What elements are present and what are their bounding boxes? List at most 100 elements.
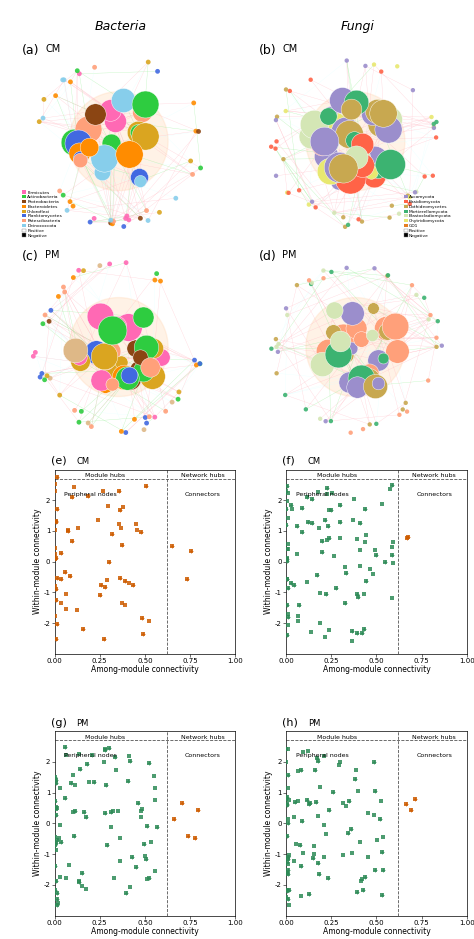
Point	[283, 541, 291, 556]
Point	[345, 375, 353, 390]
Point	[53, 616, 61, 631]
Point	[52, 873, 60, 888]
Point	[354, 885, 361, 900]
Point	[68, 489, 76, 504]
Point	[319, 263, 327, 278]
Point	[284, 852, 292, 867]
Point	[294, 793, 302, 808]
Point	[320, 850, 328, 865]
Point	[51, 793, 59, 808]
Point	[327, 503, 334, 518]
Point	[74, 520, 82, 535]
Text: Peripheral nodes: Peripheral nodes	[64, 492, 117, 497]
Point	[51, 882, 59, 897]
Text: CM: CM	[46, 44, 61, 54]
Point	[340, 848, 347, 863]
Point	[151, 780, 159, 795]
Point	[146, 409, 153, 424]
Point	[53, 892, 61, 907]
Point	[348, 634, 356, 649]
Point	[378, 496, 386, 511]
Point	[295, 183, 303, 198]
Point	[76, 150, 83, 165]
Point	[98, 577, 105, 593]
Point	[36, 115, 43, 130]
Point	[53, 842, 60, 857]
Point	[146, 870, 153, 885]
Y-axis label: Within-module connectivity: Within-module connectivity	[33, 509, 42, 614]
Point	[71, 403, 78, 418]
Point	[320, 270, 328, 285]
Point	[297, 762, 305, 777]
Point	[294, 614, 302, 629]
Point	[316, 585, 324, 600]
Point	[107, 213, 115, 228]
Point	[272, 331, 280, 346]
Point	[378, 844, 386, 859]
Point	[284, 536, 292, 551]
Point	[325, 344, 332, 359]
Point	[362, 58, 369, 73]
Text: Network hubs: Network hubs	[181, 473, 225, 478]
Point	[323, 587, 330, 602]
Point	[75, 874, 82, 889]
Point	[108, 805, 115, 820]
Text: (g): (g)	[51, 717, 67, 728]
Point	[283, 571, 291, 586]
Point	[359, 882, 367, 897]
Point	[79, 866, 86, 881]
Point	[383, 269, 391, 284]
Point	[51, 541, 59, 556]
Point	[292, 794, 299, 809]
Text: (c): (c)	[22, 250, 38, 263]
Point	[356, 834, 364, 849]
Point	[76, 762, 84, 777]
Point	[383, 324, 391, 339]
Point	[151, 864, 159, 879]
Point	[116, 830, 124, 845]
Point	[430, 120, 438, 135]
Point	[284, 580, 292, 595]
Point	[82, 882, 90, 897]
Point	[52, 772, 59, 787]
Point	[331, 116, 338, 131]
Point	[330, 206, 338, 221]
Point	[155, 205, 163, 220]
Point	[352, 762, 360, 777]
Point	[275, 336, 283, 351]
Point	[294, 763, 301, 778]
Point	[283, 889, 290, 904]
Point	[336, 498, 344, 513]
Point	[428, 110, 435, 125]
Point	[52, 514, 60, 529]
Point	[323, 481, 330, 496]
Point	[284, 542, 292, 557]
Point	[86, 214, 94, 229]
Point	[126, 368, 133, 383]
Point	[327, 503, 334, 518]
Point	[137, 524, 145, 539]
Point	[368, 328, 375, 343]
Point	[283, 883, 291, 898]
Point	[377, 793, 385, 808]
Point	[384, 268, 392, 283]
Point	[117, 854, 124, 869]
Point	[143, 203, 150, 218]
Point	[267, 139, 275, 154]
Point	[79, 878, 86, 893]
Point	[168, 539, 176, 554]
Point	[284, 580, 292, 595]
Point	[353, 625, 360, 640]
Point	[339, 795, 346, 810]
Point	[284, 866, 292, 881]
Point	[433, 331, 440, 346]
Point	[139, 363, 147, 378]
Point	[171, 811, 178, 826]
Point	[283, 597, 291, 612]
Point	[192, 124, 200, 139]
Point	[282, 103, 290, 118]
Point	[412, 184, 420, 199]
Point	[136, 174, 144, 189]
Point	[112, 762, 120, 777]
Point	[282, 82, 290, 97]
